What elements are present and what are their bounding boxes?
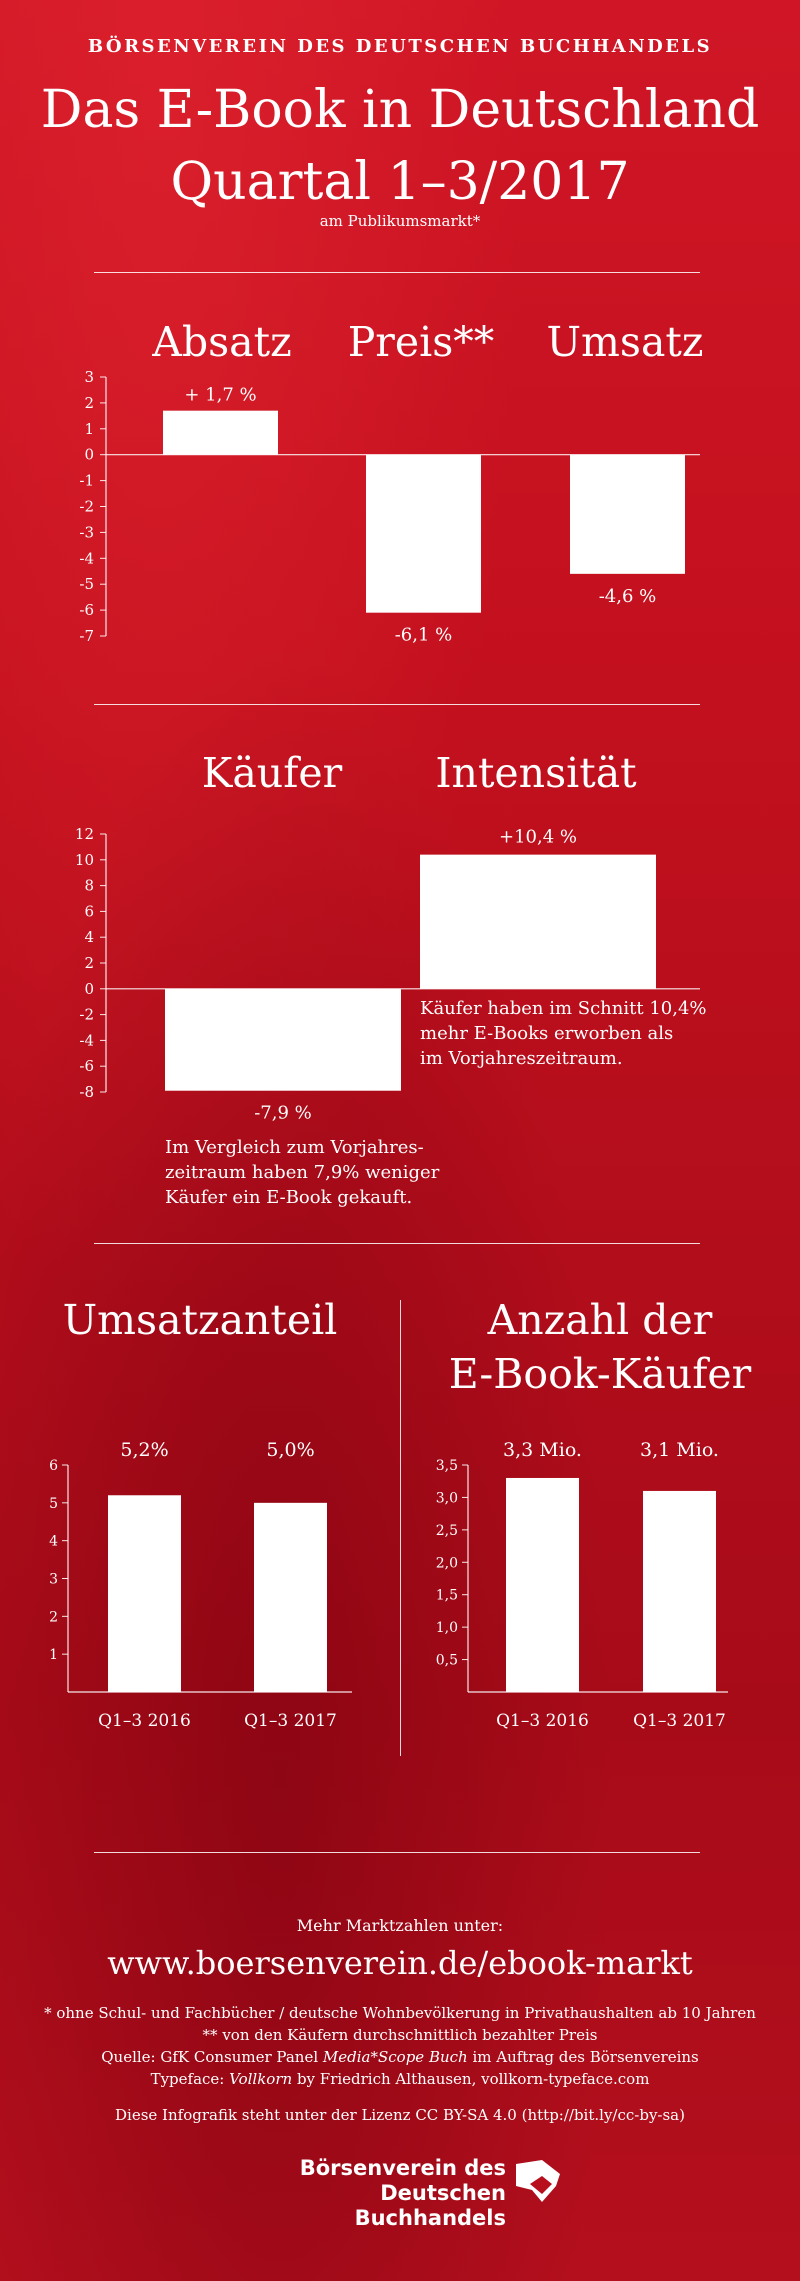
data-label: -7,9 %	[254, 1103, 312, 1124]
x-tick-label: Q1–3 2016	[496, 1711, 589, 1731]
page-subtitle: am Publikumsmarkt*	[319, 212, 481, 230]
y-tick-label: 6	[84, 902, 94, 920]
y-tick-label: 2	[84, 394, 94, 412]
category-heading: Absatz	[151, 318, 291, 366]
y-tick-label: 12	[75, 825, 94, 843]
y-tick-label: -5	[79, 575, 94, 593]
y-tick-label: -2	[79, 498, 94, 516]
chart-anzahl-kaeufer: Anzahl der E-Book-Käufer 3,5 3,0 2,5 2,0 1,5 1,…	[436, 1296, 752, 1731]
y-tick-label: -4	[79, 549, 94, 567]
y-tick-label: 4	[84, 928, 94, 946]
y-tick-label: 3,0	[436, 1490, 458, 1506]
chart-absatz-preis-umsatz: 3 2 1 0 -1 -2 -3 -4 -5 -6 -7 Absatz + 1,7 % Preis** -6…	[79, 318, 704, 646]
y-tick-label: -3	[79, 523, 94, 541]
chart-title: E-Book-Käufer	[449, 1350, 752, 1398]
data-label: 5,0%	[266, 1439, 314, 1461]
footnote-2: ** von den Käufern durchschnittlich beza…	[202, 2026, 598, 2044]
divider	[94, 272, 700, 273]
y-tick-label: 3,5	[436, 1458, 458, 1474]
y-tick-label: 3	[84, 368, 94, 386]
chart-title: Anzahl der	[487, 1296, 713, 1344]
y-tick-label: 2	[84, 954, 94, 972]
bar	[420, 854, 656, 989]
bar	[570, 454, 685, 574]
publisher-logo-text: Börsenverein des Deutschen Buchhandels	[299, 2156, 506, 2230]
annotation-line: Käufer haben im Schnitt 10,4%	[420, 998, 707, 1019]
bar	[254, 1502, 327, 1692]
annotation-line: Im Vergleich zum Vorjahres-	[165, 1137, 424, 1158]
x-tick-label: Q1–3 2017	[633, 1711, 726, 1731]
y-tick-label: 2,5	[436, 1523, 458, 1539]
y-tick-label: 0,5	[436, 1653, 458, 1669]
more-data-link[interactable]: www.boersenverein.de/ebook-markt	[107, 1944, 693, 1982]
x-tick-label: Q1–3 2016	[98, 1711, 191, 1731]
source-line: Quelle: GfK Consumer Panel Media*Scope B…	[101, 2048, 699, 2066]
page-title: Das E-Book in Deutschland	[40, 80, 760, 140]
category-heading: Preis**	[348, 318, 495, 366]
vertical-divider	[400, 1300, 401, 1756]
y-tick-label: -6	[79, 1057, 94, 1075]
annotation-line: im Vorjahreszeitraum.	[420, 1048, 623, 1069]
y-tick-label: 1,5	[436, 1588, 458, 1604]
annotation-line: mehr E-Books erworben als	[420, 1023, 673, 1044]
y-tick-label: 1,0	[436, 1620, 458, 1636]
footnote-1: * ohne Schul- und Fachbücher / deutsche …	[44, 2004, 756, 2022]
y-tick-label: -7	[79, 627, 94, 645]
bar	[643, 1490, 716, 1692]
y-tick-label: -6	[79, 601, 94, 619]
chart-kaeufer-intensitaet: 12 10 8 6 4 2 0 -2 -4 -6 -8 Käufer -7,9 % Intensität +…	[75, 749, 707, 1208]
y-tick-label: -8	[79, 1083, 94, 1101]
data-label: 3,1 Mio.	[640, 1439, 719, 1461]
y-tick-label: 6	[49, 1458, 58, 1474]
data-label: + 1,7 %	[184, 385, 256, 406]
data-label: 5,2%	[120, 1439, 168, 1461]
y-tick-label: -2	[79, 1006, 94, 1024]
publisher-logo-icon	[516, 2160, 560, 2202]
y-tick-label: 0	[84, 980, 94, 998]
y-tick-label: 4	[49, 1534, 58, 1550]
y-tick-label: 3	[49, 1572, 58, 1588]
divider	[94, 1243, 700, 1244]
data-label: -6,1 %	[395, 625, 453, 646]
y-tick-label: 8	[84, 877, 94, 895]
bar	[165, 988, 401, 1091]
license-line: Diese Infografik steht unter der Lizenz …	[115, 2106, 685, 2124]
category-heading: Umsatz	[547, 318, 704, 366]
chart-title: Umsatzanteil	[63, 1296, 338, 1344]
divider	[94, 1852, 700, 1853]
y-tick-label: 0	[84, 446, 94, 464]
bar	[108, 1495, 181, 1692]
y-tick-label: 5	[49, 1496, 58, 1512]
y-tick-label: 1	[49, 1647, 58, 1663]
annotation-line: Käufer ein E-Book gekauft.	[165, 1187, 412, 1208]
annotation-line: zeitraum haben 7,9% weniger	[165, 1162, 440, 1183]
y-tick-label: -4	[79, 1031, 94, 1049]
bar	[366, 454, 481, 613]
y-tick-label: 1	[84, 420, 94, 438]
x-tick-label: Q1–3 2017	[244, 1711, 337, 1731]
category-heading: Käufer	[202, 749, 343, 797]
category-heading: Intensität	[435, 749, 637, 797]
more-data-label: Mehr Marktzahlen unter:	[296, 1916, 504, 1935]
y-tick-label: -1	[79, 472, 94, 490]
bar	[506, 1477, 579, 1692]
data-label: +10,4 %	[499, 827, 577, 848]
publisher-name: BÖRSENVEREIN DES DEUTSCHEN BUCHHANDELS	[87, 36, 713, 57]
page-title-period: Quartal 1–3/2017	[170, 152, 630, 212]
chart-umsatzanteil: Umsatzanteil 6 5 4 3 2 1 5,2% Q1–3 2016 5,0% Q1–3 …	[49, 1296, 352, 1731]
annotation: Im Vergleich zum Vorjahres-zeitraum habe…	[165, 1137, 440, 1208]
bar	[163, 410, 278, 455]
y-tick-label: 2,0	[436, 1555, 458, 1571]
y-tick-label: 10	[75, 851, 94, 869]
data-label: -4,6 %	[599, 586, 657, 607]
typeface-line: Typeface: Vollkorn by Friedrich Althause…	[150, 2070, 650, 2088]
divider	[94, 704, 700, 705]
annotation: Käufer haben im Schnitt 10,4% mehr E-Book…	[420, 998, 707, 1069]
data-label: 3,3 Mio.	[503, 1439, 582, 1461]
y-tick-label: 2	[49, 1609, 58, 1625]
